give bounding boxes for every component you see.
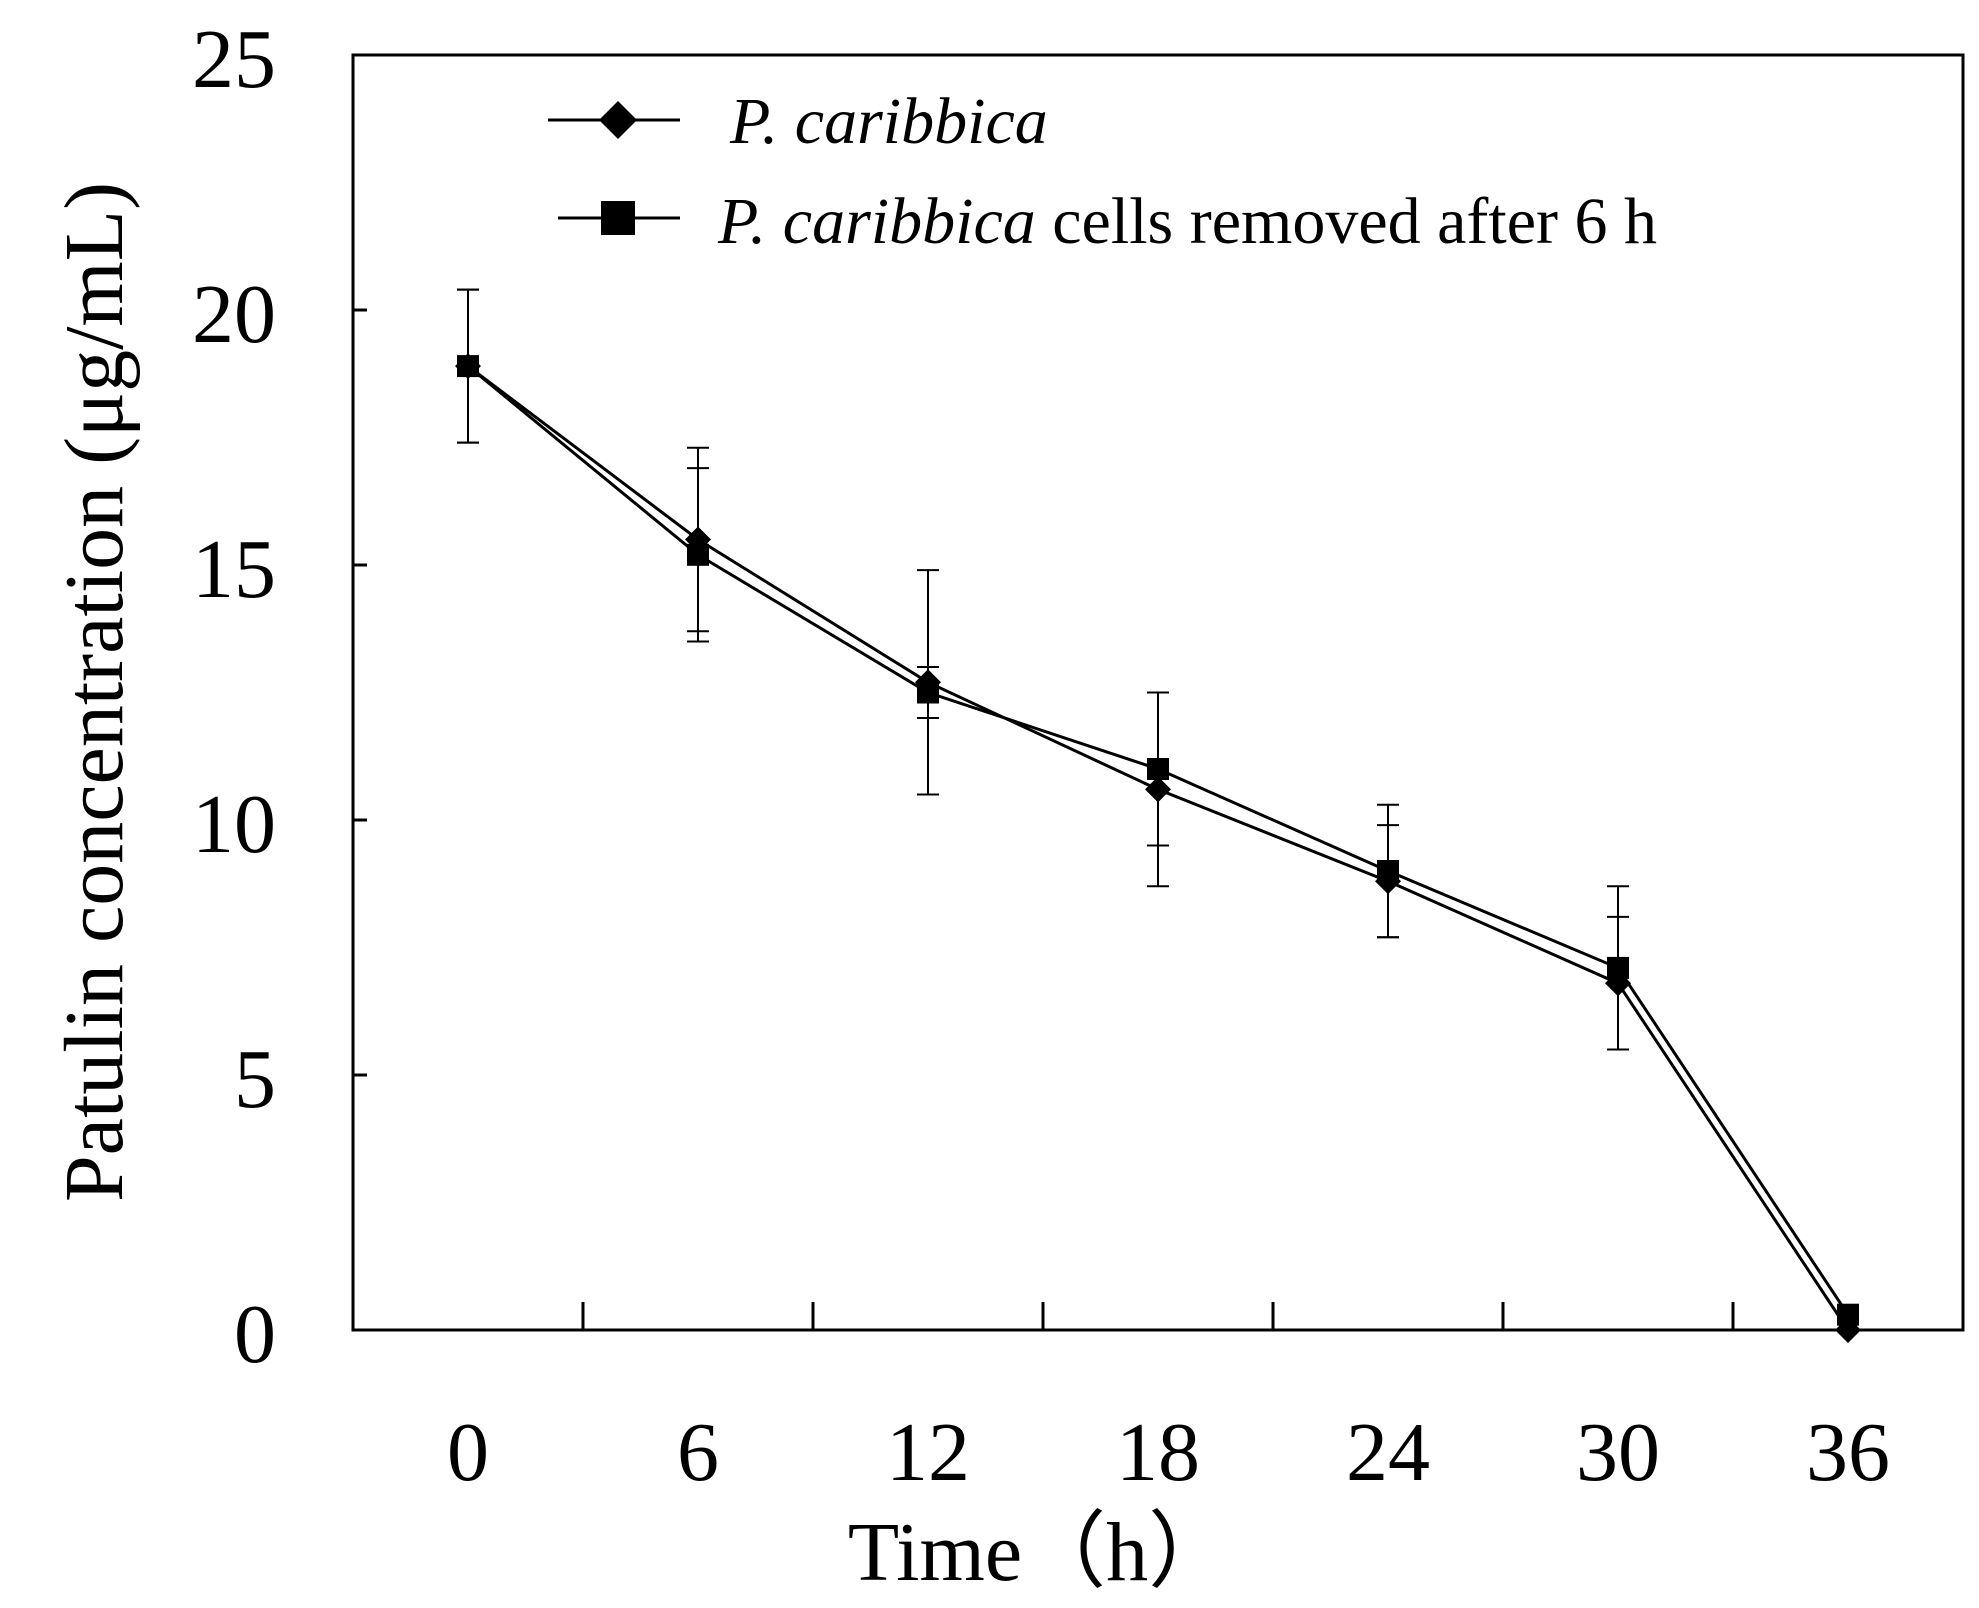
y-axis-title: Patulin concentration (μg/mL) [48, 182, 141, 1202]
legend-label-p-caribbica-italic: P. caribbica [729, 85, 1048, 158]
legend-label-p-caribbica: P. caribbica [729, 85, 1048, 158]
y-tick-labels: 0 5 10 15 20 25 [192, 13, 276, 1381]
x-tick-label-36: 36 [1806, 1406, 1890, 1499]
y-tick-label-0: 0 [234, 1288, 276, 1381]
square-marker-6 [1837, 1303, 1859, 1326]
legend-diamond-marker [599, 101, 637, 139]
square-marker-1 [687, 543, 709, 566]
y-tick-label-10: 10 [192, 778, 276, 871]
legend: P. caribbica P. caribbica cells removed … [548, 85, 1657, 258]
square-marker-0 [457, 355, 479, 378]
square-marker-3 [1147, 758, 1169, 780]
x-axis-title: Time（h） [848, 1506, 1232, 1599]
x-tick-label-18: 18 [1116, 1406, 1200, 1499]
x-tick-label-24: 24 [1346, 1406, 1430, 1499]
square-marker-4 [1377, 860, 1399, 882]
y-tick-label-20: 20 [192, 268, 276, 361]
x-tick-label-6: 6 [677, 1406, 719, 1499]
x-tick-label-12: 12 [886, 1406, 970, 1499]
square-marker-2 [917, 681, 939, 704]
y-tick-label-15: 15 [192, 523, 276, 616]
legend-entry-cells-removed: P. caribbica cells removed after 6 h [558, 185, 1657, 258]
x-tick-labels: 0 6 12 18 24 30 36 [447, 1406, 1890, 1499]
legend-entry-p-caribbica: P. caribbica [548, 85, 1048, 158]
y-tick-label-5: 5 [234, 1033, 276, 1126]
series-layer [455, 288, 1861, 1343]
plot-frame [351, 53, 1965, 1332]
square-marker-5 [1607, 956, 1629, 979]
legend-square-marker [601, 201, 635, 235]
y-tick-label-25: 25 [192, 13, 276, 106]
y-axis-ticks [353, 308, 367, 1077]
legend-label-cells-removed-suffix: cells removed after 6 h [1036, 185, 1657, 258]
x-tick-label-30: 30 [1576, 1406, 1660, 1499]
legend-label-cells-removed-italic: P. caribbica [717, 185, 1036, 258]
x-tick-label-0: 0 [447, 1406, 489, 1499]
series-cells-removed [457, 288, 1859, 1326]
legend-label-cells-removed: P. caribbica cells removed after 6 h [717, 185, 1657, 258]
x-axis-ticks [581, 1302, 1735, 1330]
